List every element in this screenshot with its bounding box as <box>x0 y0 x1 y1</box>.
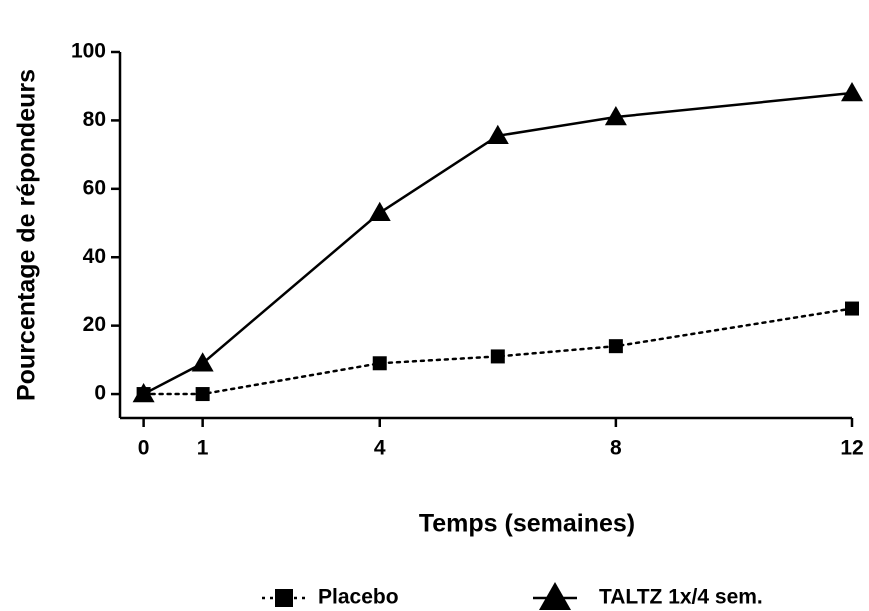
data-point <box>604 105 627 126</box>
y-tick-label: 0 <box>94 382 106 405</box>
y-tick-label: 100 <box>71 40 106 63</box>
data-point <box>845 301 859 316</box>
legend-marker <box>539 582 571 610</box>
data-point <box>490 349 505 364</box>
data-point <box>132 383 155 403</box>
data-point <box>841 82 863 102</box>
y-axis-label: Pourcentage de répondeurs <box>13 69 41 401</box>
legend-label: TALTZ 1x/4 sem. <box>599 586 763 609</box>
y-tick-label: 20 <box>83 313 106 336</box>
x-tick-label: 4 <box>374 437 386 460</box>
data-point <box>372 356 387 371</box>
x-tick-label: 1 <box>197 437 209 460</box>
y-tick-label: 80 <box>83 108 106 131</box>
data-point <box>608 339 623 354</box>
x-tick-label: 0 <box>138 437 150 460</box>
legend-label: Placebo <box>318 586 399 609</box>
series-line <box>142 307 854 396</box>
x-tick-label: 12 <box>840 437 863 460</box>
data-point <box>191 352 214 372</box>
data-point <box>368 201 391 222</box>
x-tick-label: 8 <box>610 437 622 460</box>
legend-marker <box>275 589 293 607</box>
data-point <box>195 387 210 402</box>
y-tick-label: 40 <box>83 245 106 268</box>
data-point <box>486 124 509 145</box>
x-axis-label: Temps (semaines) <box>419 510 635 538</box>
y-tick-label: 60 <box>83 176 106 199</box>
series-line <box>143 91 853 396</box>
